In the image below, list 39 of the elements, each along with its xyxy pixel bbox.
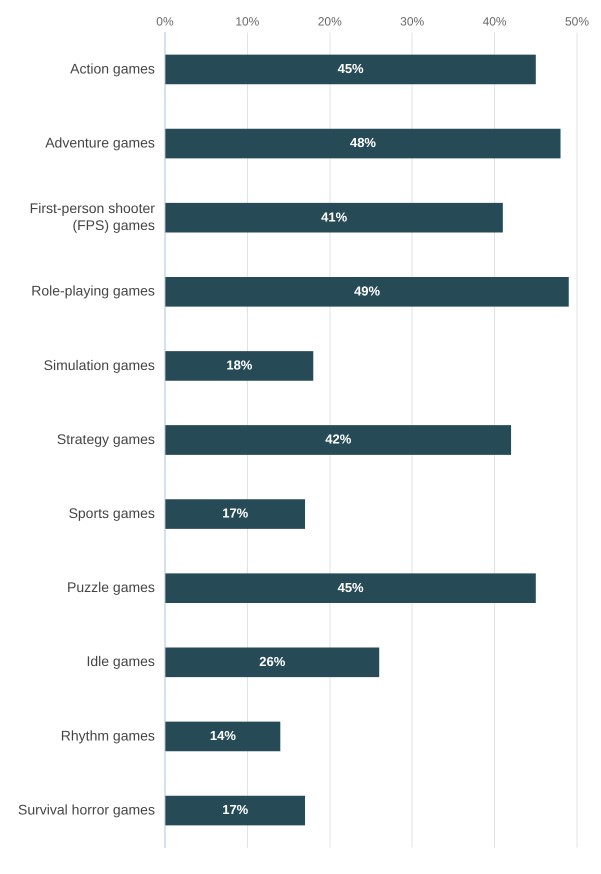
data-label: 42%: [325, 432, 352, 447]
x-tick-label: 50%: [564, 14, 590, 29]
data-label: 17%: [222, 802, 249, 818]
bar: [165, 276, 569, 307]
x-tick-label: 30%: [400, 14, 425, 29]
x-tick-label: 40%: [482, 14, 507, 29]
x-tick-label: 0%: [156, 14, 174, 29]
bar: [165, 648, 380, 678]
y-tick-label: Rhythm games: [60, 727, 155, 744]
bar: [165, 425, 512, 455]
y-tick-label: Idle games: [86, 653, 155, 670]
y-tick-label: Simulation games: [44, 356, 155, 373]
data-label: 18%: [226, 357, 253, 372]
data-label: 49%: [354, 283, 381, 298]
bar: [165, 202, 503, 232]
bar: [165, 54, 536, 84]
y-tick-label: Action games: [70, 60, 155, 76]
data-label: 26%: [259, 654, 286, 669]
data-label: 17%: [222, 506, 249, 521]
bar: [165, 573, 536, 604]
x-tick-label: 20%: [318, 14, 342, 29]
data-label: 14%: [210, 728, 236, 744]
y-tick-label: Sports games: [68, 504, 155, 521]
y-tick-label: Strategy games: [56, 430, 155, 447]
bar: [165, 128, 561, 158]
x-tick-label: 10%: [235, 14, 260, 29]
data-label: 45%: [338, 61, 364, 76]
bar: [165, 796, 306, 826]
y-tick-label: Survival horror games: [18, 801, 155, 818]
data-label: 48%: [350, 135, 376, 150]
data-label: 41%: [321, 209, 348, 224]
y-tick-label: Puzzle games: [67, 579, 155, 596]
bar: [165, 722, 280, 752]
y-tick-label: Adventure games: [45, 134, 155, 150]
data-label: 45%: [338, 580, 364, 595]
bar: [165, 499, 306, 529]
y-tick-label: Role-playing games: [31, 282, 155, 299]
y-tick-label: First-person shooter (FPS) games: [30, 200, 156, 233]
bar: [165, 351, 314, 381]
